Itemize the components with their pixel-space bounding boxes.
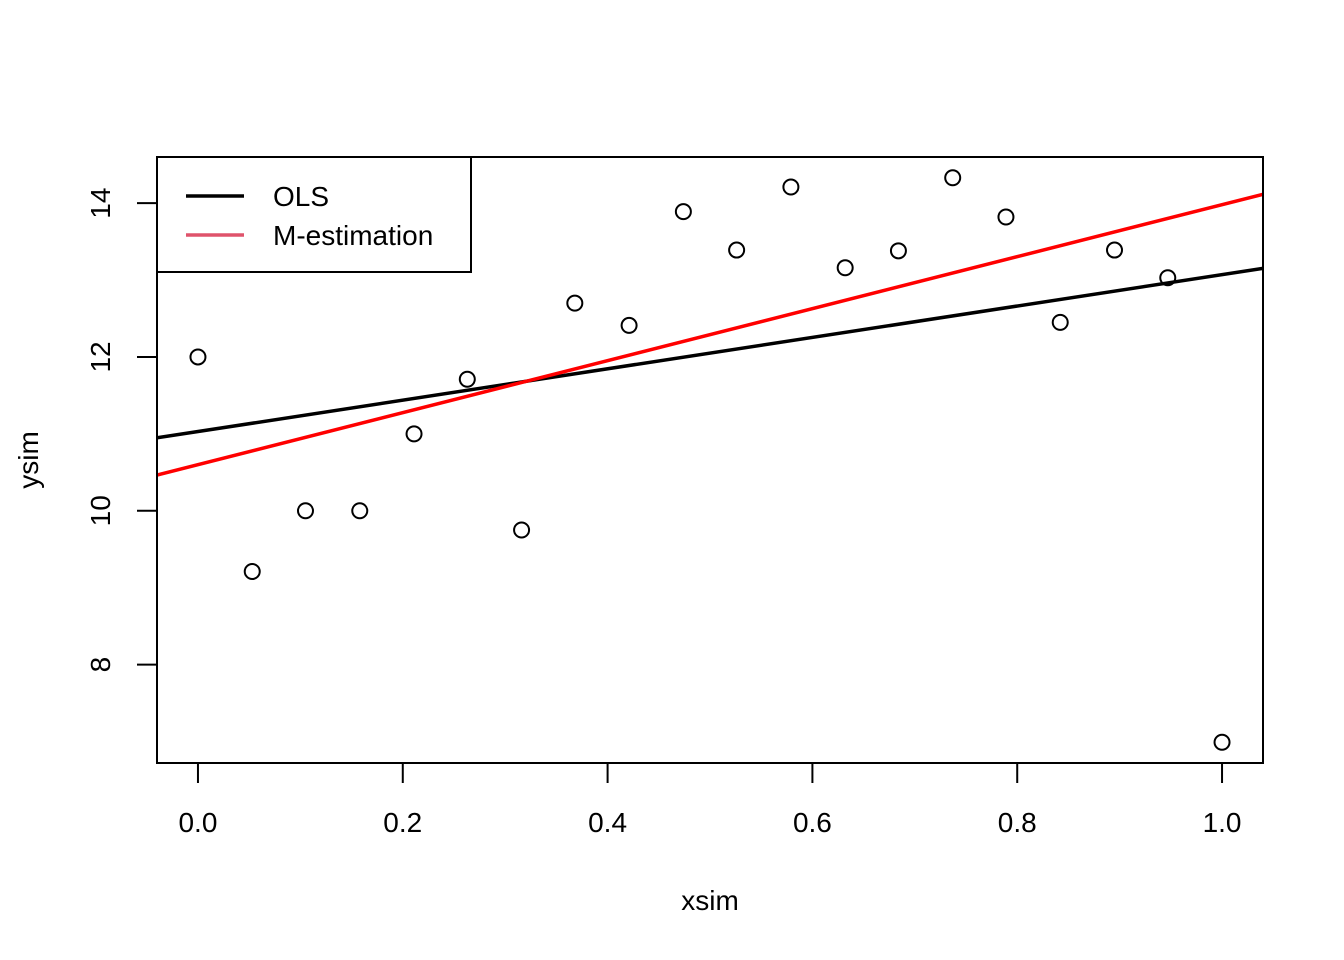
data-point xyxy=(728,241,746,259)
x-tick-label: 0.4 xyxy=(588,807,627,838)
data-point xyxy=(674,203,692,221)
data-point xyxy=(296,502,314,520)
y-tick-label: 14 xyxy=(85,188,116,219)
data-point xyxy=(1051,313,1069,331)
data-point xyxy=(458,370,476,388)
series-line-m-estimation xyxy=(157,192,1263,477)
regression-lines xyxy=(157,192,1263,477)
x-tick-label: 0.6 xyxy=(793,807,832,838)
data-point xyxy=(513,521,531,539)
plot-area xyxy=(157,169,1263,751)
axes: 0.0 0.2 0.4 0.6 0.8 1.0 8 10 12 14 xyxy=(85,156,1264,838)
data-point xyxy=(836,259,854,277)
data-point xyxy=(189,348,207,366)
data-point xyxy=(1213,733,1231,751)
y-tick-label: 10 xyxy=(85,495,116,526)
data-point xyxy=(243,563,261,581)
x-tick-label: 0.2 xyxy=(383,807,422,838)
data-point xyxy=(620,316,638,334)
series-line-ols xyxy=(157,266,1263,440)
data-point xyxy=(351,502,369,520)
data-point xyxy=(405,425,423,443)
x-tick-label: 0.0 xyxy=(178,807,217,838)
x-tick-label: 0.8 xyxy=(998,807,1037,838)
y-tick-label: 8 xyxy=(85,657,116,673)
data-point xyxy=(1106,241,1124,259)
data-point xyxy=(997,208,1015,226)
x-tick-label: 1.0 xyxy=(1203,807,1242,838)
y-tick-label: 12 xyxy=(85,341,116,372)
data-point xyxy=(944,169,962,187)
data-point xyxy=(889,242,907,260)
x-axis-title: xsim xyxy=(681,885,739,916)
data-point xyxy=(1159,269,1177,287)
data-point xyxy=(782,178,800,196)
data-point xyxy=(566,294,584,312)
legend: OLS M-estimation xyxy=(156,156,472,273)
legend-label: OLS xyxy=(273,181,329,212)
legend-label: M-estimation xyxy=(273,220,433,251)
y-axis-title: ysim xyxy=(13,431,44,489)
legend-box xyxy=(156,156,472,273)
